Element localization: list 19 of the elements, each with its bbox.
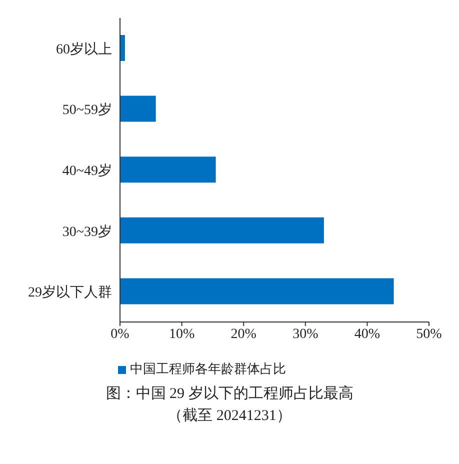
text: 图：中国 29 岁以下的工程师占比最高 [104, 384, 354, 404]
x-tick-label: 50% [416, 326, 442, 342]
y-tick-label: 29岁以下人群 [28, 284, 112, 301]
y-tick-label: 40~49岁 [62, 162, 112, 179]
bar [120, 278, 394, 304]
x-tick-label: 0% [110, 326, 130, 342]
x-tick-label: 40% [354, 326, 380, 342]
x-tick-label: 10% [168, 326, 195, 342]
y-tick-label: 60岁以上 [56, 41, 112, 58]
x-tick-label: 20% [230, 326, 257, 342]
y-tick-label: 50~59岁 [62, 102, 112, 118]
bar [120, 96, 156, 122]
bar [120, 217, 324, 244]
text: （截至 20241231） [166, 406, 292, 426]
legend-label: 中国工程师各年龄群体占比 [130, 361, 286, 376]
x-tick-label: 30% [292, 326, 319, 342]
bar [120, 35, 125, 61]
bar [120, 156, 216, 183]
y-tick-label: 30~39岁 [62, 224, 112, 240]
